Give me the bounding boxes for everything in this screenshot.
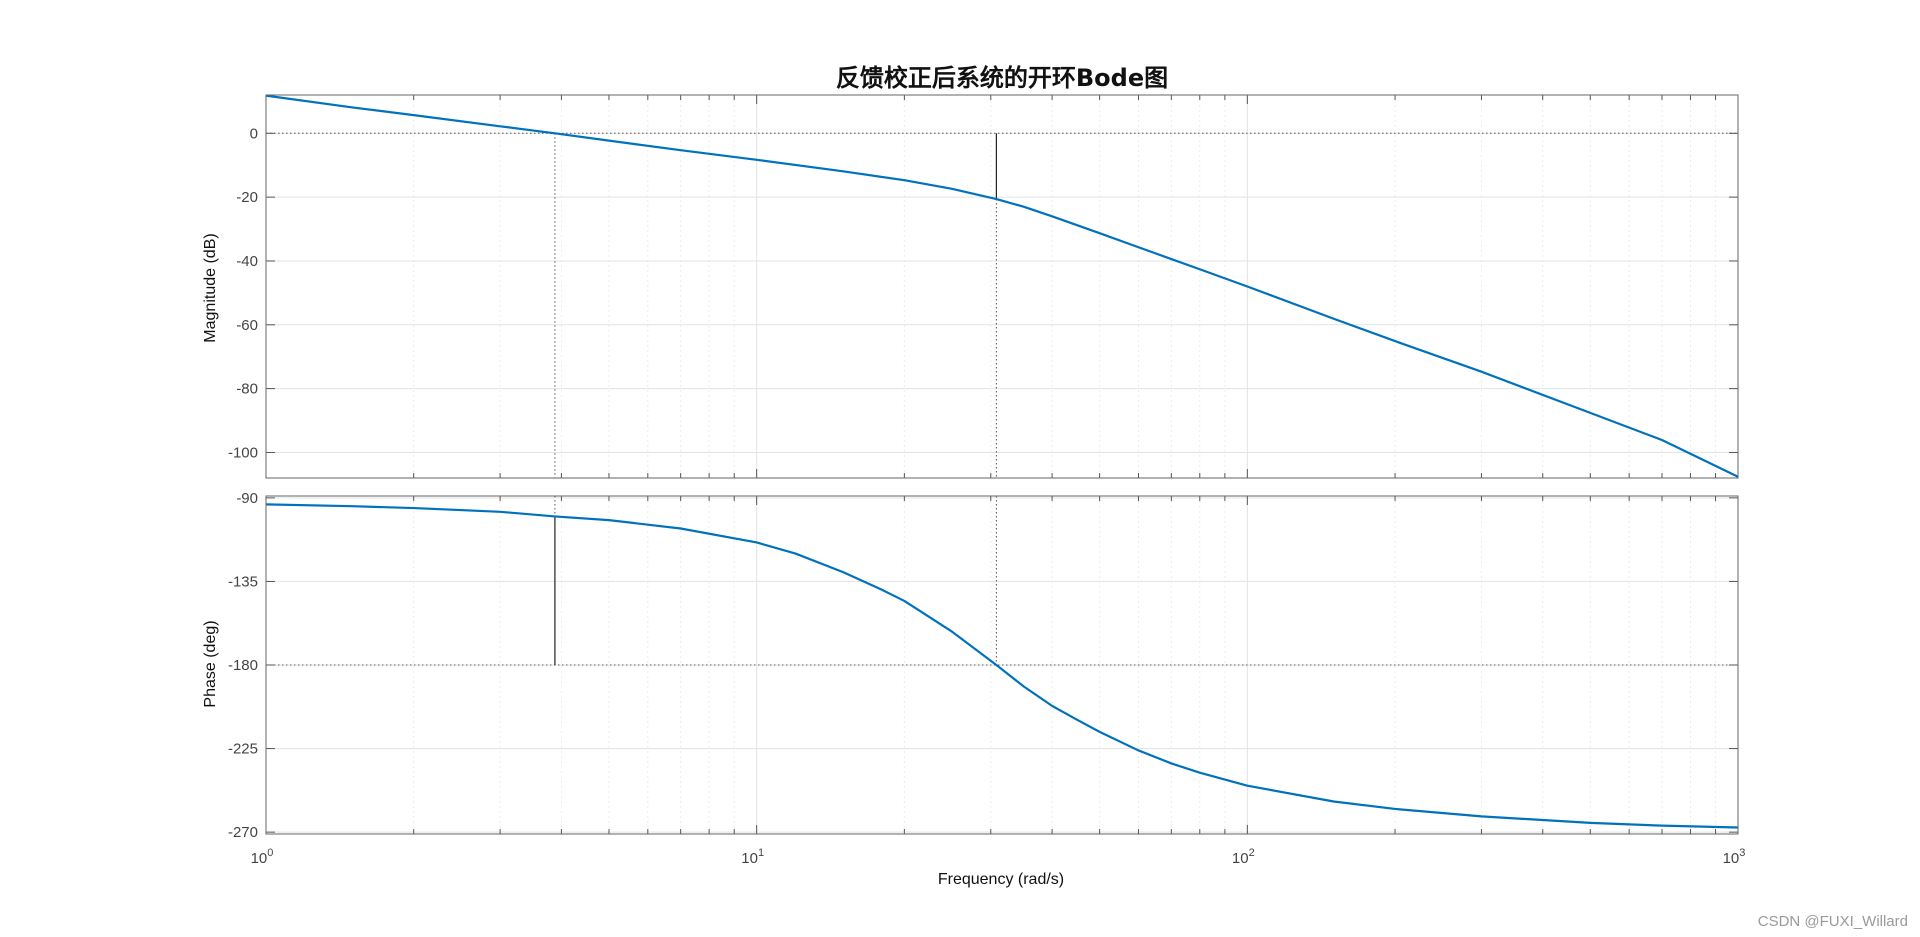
- phase-ytick-label: -225: [228, 741, 258, 758]
- frequency-tick-label: 102: [1232, 847, 1255, 867]
- tick-exponent: 2: [1249, 847, 1255, 859]
- magnitude-ytick-label: -100: [228, 444, 258, 461]
- tick-base: 10: [1723, 850, 1740, 867]
- phase-ytick-label: -270: [228, 824, 258, 841]
- phase-ytick-label: -180: [228, 657, 258, 674]
- tick-base: 10: [741, 850, 758, 867]
- tick-exponent: 1: [758, 847, 764, 859]
- frequency-tick-label: 100: [251, 847, 274, 867]
- frequency-tick-labels: 100 101 102 103: [251, 847, 1746, 867]
- magnitude-axis-label: Magnitude (dB): [202, 233, 219, 342]
- tick-exponent: 0: [267, 847, 273, 859]
- tick-base: 10: [251, 850, 268, 867]
- magnitude-axes: 0 -20 -40 -60 -80 -100: [228, 94, 1739, 479]
- phase-curve: [265, 503, 1739, 829]
- magnitude-ytick-label: -80: [236, 381, 258, 398]
- phase-axis-label: Phase (deg): [202, 620, 219, 707]
- magnitude-curve: [265, 94, 1739, 478]
- phase-axes-frame: [265, 495, 1739, 835]
- chart-title: 反馈校正后系统的开环Bode图: [836, 64, 1168, 92]
- magnitude-axes-frame: [265, 94, 1739, 479]
- phase-ytick-label: -90: [236, 490, 258, 507]
- magnitude-ytick-label: -20: [236, 189, 258, 206]
- frequency-axis-label: Frequency (rad/s): [938, 871, 1064, 888]
- magnitude-ytick-label: -40: [236, 253, 258, 270]
- tick-exponent: 3: [1739, 847, 1745, 859]
- phase-ytick-label: -135: [228, 573, 258, 590]
- watermark-text: CSDN @FUXI_Willard: [1758, 913, 1908, 930]
- magnitude-ytick-label: -60: [236, 317, 258, 334]
- tick-base: 10: [1232, 850, 1249, 867]
- phase-axes: -90 -135 -180 -225 -270: [228, 490, 1739, 841]
- frequency-tick-label: 103: [1723, 847, 1746, 867]
- magnitude-ytick-label: 0: [250, 125, 258, 142]
- magnitude-plot-area: [266, 95, 1738, 478]
- frequency-tick-label: 101: [741, 847, 764, 867]
